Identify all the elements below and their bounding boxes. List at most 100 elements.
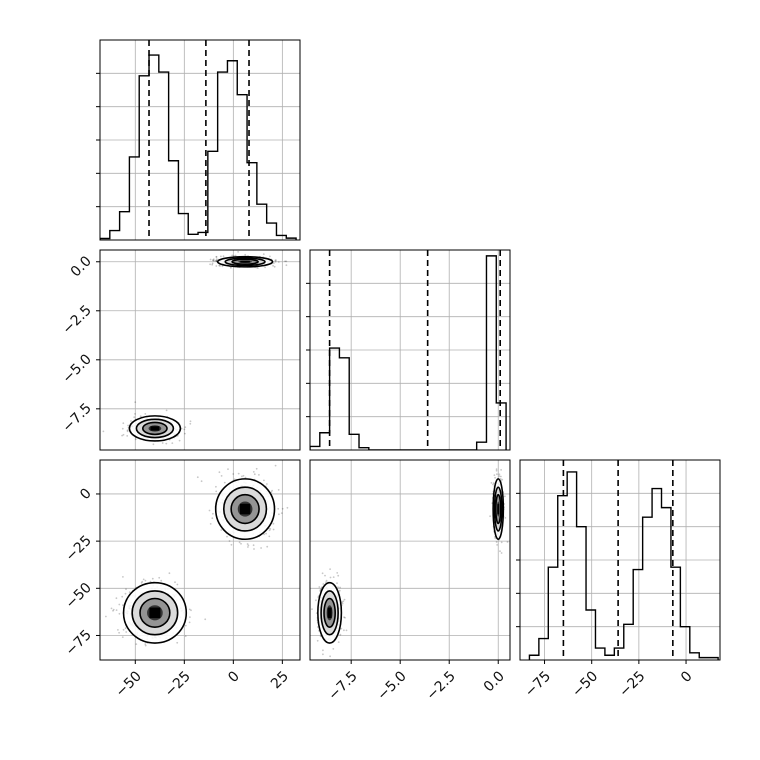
p1-vs-p2-sample-point <box>134 438 137 441</box>
p1-vs-p3-sample-point <box>118 631 120 634</box>
p2-vs-p3-sample-point <box>325 581 327 583</box>
p1-marginal-bar <box>227 61 237 240</box>
p1-vs-p3-sample-point <box>268 529 271 532</box>
p1-vs-p3-sample-point <box>286 506 289 509</box>
p3-marginal-bar <box>690 653 699 660</box>
p1-marginal-axes-frame <box>99 39 301 241</box>
p2-vs-p3-sample-point <box>500 541 503 544</box>
p1-vs-p3-ytick-label: −50 <box>63 580 95 612</box>
p1-vs-p2-sample-point <box>139 415 142 417</box>
p1-vs-p3-sample-point <box>240 542 242 545</box>
p2-vs-p3-sample-point <box>501 478 504 481</box>
p2-vs-p3-sample-point <box>495 469 498 472</box>
p2-marginal-bar <box>320 433 330 450</box>
p1-vs-p3-sample-point <box>271 489 273 492</box>
p1-vs-p3-sample-point <box>232 473 235 475</box>
p1-vs-p3-sample-point <box>144 644 147 647</box>
p3-marginal-bar <box>558 496 567 660</box>
p1-vs-p3-sample-point <box>176 641 179 644</box>
p1-vs-p3-sample-point <box>105 615 107 618</box>
p1-vs-p3-sample-point <box>280 512 283 514</box>
p1-vs-p3-sample-point <box>247 546 249 548</box>
p2-vs-p3-peak-0 <box>327 607 332 619</box>
p2-vs-p3-sample-point <box>499 550 501 553</box>
p1-vs-p2-sample-point <box>133 416 136 419</box>
p1-vs-p3-sample-point <box>277 507 280 510</box>
p1-vs-p3-sample-point <box>247 544 250 547</box>
p1-vs-p3-sample-point <box>135 643 138 645</box>
p2-vs-p3-sample-point <box>321 572 324 575</box>
p3-marginal-bar <box>633 570 642 660</box>
p1-vs-p2-sample-point <box>219 265 222 267</box>
p1-vs-p2-sample-point <box>222 255 225 258</box>
p2-vs-p3-sample-point <box>499 478 502 480</box>
p1-vs-p3-sample-point <box>122 576 124 578</box>
p1-vs-p3-sample-point <box>176 583 179 586</box>
p1-vs-p2-sample-point <box>152 443 155 446</box>
p2-vs-p3-sample-point <box>322 653 324 656</box>
p1-vs-p3-sample-point <box>226 535 228 538</box>
p1-marginal-bar <box>218 72 228 240</box>
p1-vs-p3-sample-point <box>151 577 154 580</box>
p1-vs-p2-ytick-label: −5.0 <box>59 351 94 386</box>
p1-vs-p2-sample-point <box>272 264 274 267</box>
p1-vs-p3-xtick-label: 0 <box>225 668 243 686</box>
p2-vs-p3-sample-point <box>329 568 331 570</box>
p1-vs-p2-ytick-label: 0.0 <box>68 253 95 280</box>
p1-vs-p2-sample-point <box>178 439 181 442</box>
p1-vs-p3-sample-point <box>188 608 191 611</box>
p3-marginal-xtick-label: −50 <box>569 668 601 700</box>
p3-marginal-panel: −75 −50 −25 0 <box>516 459 721 701</box>
p2-vs-p3-sample-point <box>500 552 503 554</box>
p1-vs-p3-sample-point <box>244 476 247 479</box>
p1-vs-p3-sample-point <box>212 512 214 515</box>
p2-vs-p3-sample-point <box>500 469 502 471</box>
p2-vs-p3-sample-point <box>336 572 339 574</box>
p1-vs-p3-sample-point <box>220 475 223 477</box>
p1-vs-p3-sample-point <box>266 483 268 485</box>
p1-vs-p2-sample-point <box>209 258 212 261</box>
p1-vs-p3-sample-point <box>281 507 284 510</box>
p1-vs-p3-sample-point <box>110 607 113 610</box>
p2-marginal-bar <box>330 348 340 450</box>
p2-vs-p3-sample-point <box>343 629 345 632</box>
p1-vs-p3-sample-point <box>142 578 145 581</box>
p1-vs-p2-sample-point <box>277 261 280 263</box>
p2-vs-p3-sample-point <box>337 586 339 589</box>
p1-vs-p2-sample-point <box>234 254 237 257</box>
p1-marginal-bar <box>139 76 149 240</box>
p2-marginal-bar <box>339 358 349 450</box>
p1-vs-p2-sample-point <box>214 259 217 262</box>
p1-vs-p3-sample-point <box>263 479 265 482</box>
p2-marginal-bar <box>349 434 359 450</box>
p1-vs-p2-sample-point <box>121 427 124 430</box>
p3-marginal-axes-frame <box>519 459 721 661</box>
p1-vs-p3-sample-point <box>241 475 243 478</box>
p3-marginal-bar <box>577 527 586 660</box>
p1-vs-p3-sample-point <box>211 517 214 520</box>
p1-vs-p3-sample-point <box>208 509 211 512</box>
p2-vs-p3-sample-point <box>345 629 348 632</box>
p2-vs-p3-sample-point <box>322 583 325 585</box>
p1-vs-p3-peak-1 <box>239 503 251 515</box>
p1-vs-p3-sample-point <box>180 664 182 666</box>
p2-vs-p3-sample-point <box>337 641 340 643</box>
p1-marginal-bar <box>159 72 169 240</box>
p1-vs-p3-sample-point <box>117 629 119 631</box>
p2-vs-p3-sample-point <box>329 655 331 658</box>
p2-marginal-bar <box>477 442 487 450</box>
p1-vs-p3-sample-point <box>184 624 187 627</box>
p1-vs-p2-sample-point <box>127 424 129 427</box>
p1-vs-p3-sample-point <box>144 579 147 582</box>
p2-vs-p3-sample-point <box>316 639 319 642</box>
p1-vs-p2-ytick-label: −2.5 <box>59 302 94 337</box>
p1-vs-p3-sample-point <box>125 631 128 633</box>
p2-vs-p3-sample-point <box>316 626 319 628</box>
p1-vs-p3-sample-point <box>237 472 240 475</box>
p2-vs-p3-sample-point <box>493 474 496 477</box>
p1-vs-p2-sample-point <box>189 422 192 425</box>
p1-vs-p3-sample-point <box>252 544 255 547</box>
p1-vs-p3-ytick-label: −75 <box>63 627 95 659</box>
p1-vs-p3-sample-point <box>184 635 187 637</box>
p1-vs-p2-sample-point <box>126 435 129 437</box>
